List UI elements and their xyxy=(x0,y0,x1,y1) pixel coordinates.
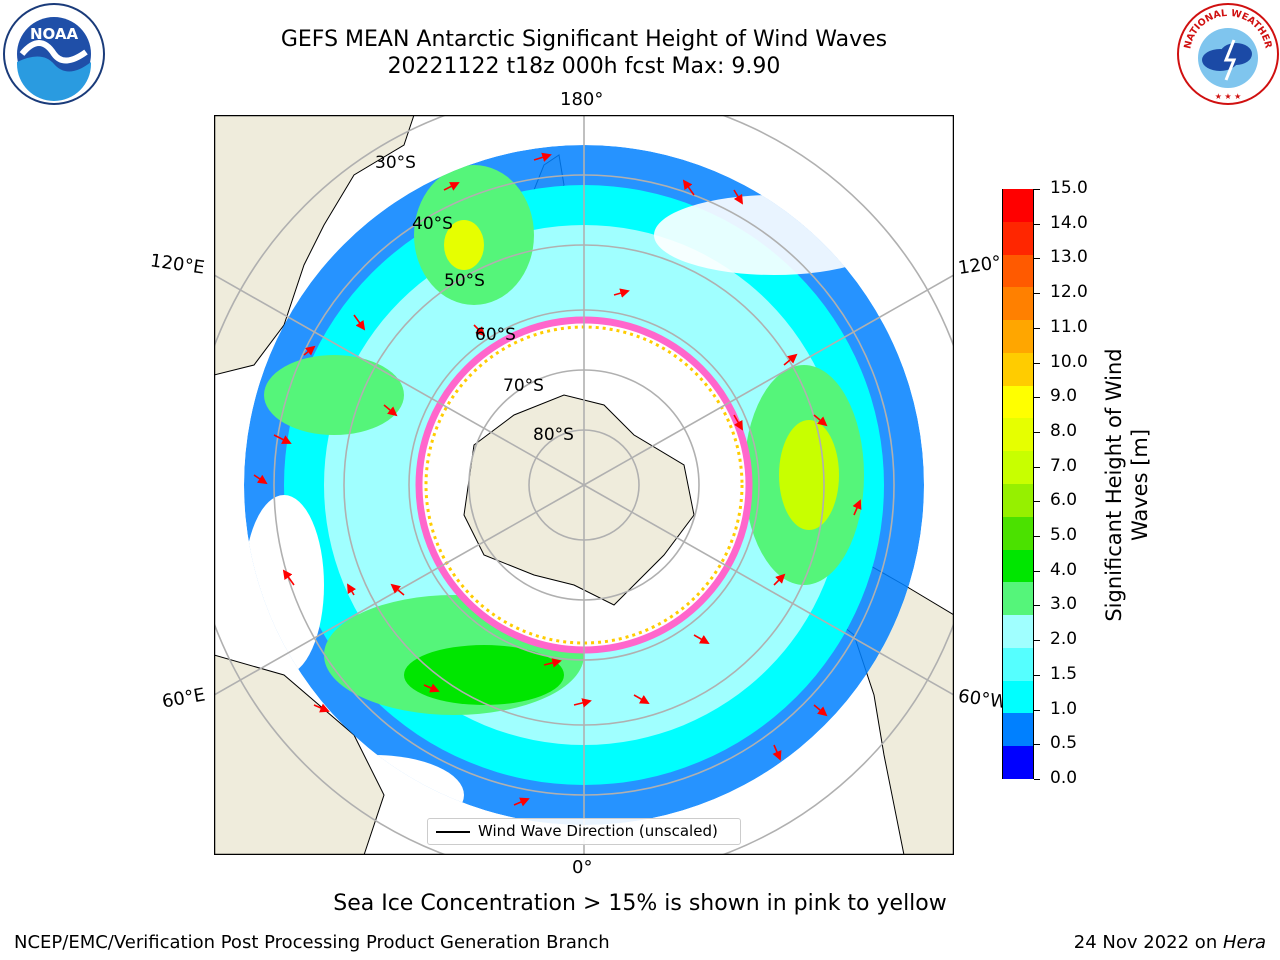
colorbar-segment xyxy=(1003,451,1033,485)
map-frame xyxy=(214,115,954,855)
lat-label-60s: 60°S xyxy=(475,325,516,345)
colorbar-tick-label: 10.0 xyxy=(1050,351,1088,372)
colorbar-segment xyxy=(1003,516,1033,551)
date-stamp: 24 Nov 2022 on Hera xyxy=(1073,932,1266,953)
credit-text: NCEP/EMC/Verification Post Processing Pr… xyxy=(14,932,610,953)
colorbar-segment xyxy=(1003,221,1033,256)
lat-label-50s: 50°S xyxy=(444,271,485,291)
colorbar-tick-mark xyxy=(1034,674,1040,676)
colorbar-segment xyxy=(1003,713,1033,747)
colorbar-tick-mark xyxy=(1034,744,1040,746)
colorbar-tick-mark xyxy=(1034,293,1040,295)
lon-label-180: 180° xyxy=(560,89,604,110)
sea-ice-note: Sea Ice Concentration > 15% is shown in … xyxy=(333,891,947,916)
colorbar-tick-mark xyxy=(1034,640,1040,642)
colorbar xyxy=(1002,189,1034,780)
map-subtitle: 20221122 t18z 000h fcst Max: 9.90 xyxy=(387,54,781,79)
legend-line-swatch xyxy=(436,831,470,833)
legend-label: Wind Wave Direction (unscaled) xyxy=(478,822,718,840)
noaa-logo: NOAA xyxy=(3,3,105,105)
colorbar-segment xyxy=(1003,352,1033,387)
lon-label-60e: 60°E xyxy=(160,684,207,713)
lat-label-80s: 80°S xyxy=(533,425,574,445)
colorbar-tick-mark xyxy=(1034,223,1040,225)
colorbar-segment xyxy=(1003,582,1033,616)
colorbar-tick-label: 8.0 xyxy=(1050,420,1078,441)
map-title: GEFS MEAN Antarctic Significant Height o… xyxy=(280,27,888,52)
antarctica xyxy=(463,394,695,606)
colorbar-tick-label: 13.0 xyxy=(1050,247,1088,268)
colorbar-tick-mark xyxy=(1034,570,1040,572)
colorbar-tick-label: 4.0 xyxy=(1050,559,1078,580)
nws-logo: NATIONAL WEATHER SERVICE ★ ★ ★ xyxy=(1176,2,1279,105)
colorbar-tick-label: 1.0 xyxy=(1050,698,1078,719)
colorbar-tick-mark xyxy=(1034,779,1040,780)
lon-label-0: 0° xyxy=(572,857,593,878)
colorbar-segment xyxy=(1003,287,1033,321)
colorbar-tick-mark xyxy=(1034,709,1040,711)
colorbar-segment xyxy=(1003,189,1033,223)
colorbar-tick-label: 0.5 xyxy=(1050,733,1078,754)
graticule xyxy=(214,115,954,855)
colorbar-segment xyxy=(1003,680,1033,714)
colorbar-segment xyxy=(1003,549,1033,583)
lat-label-30s: 30°S xyxy=(375,153,416,173)
colorbar-tick-label: 6.0 xyxy=(1050,490,1078,511)
colorbar-segment xyxy=(1003,254,1033,288)
svg-text:★ ★ ★: ★ ★ ★ xyxy=(1215,92,1242,101)
map-legend: Wind Wave Direction (unscaled) xyxy=(427,818,741,845)
colorbar-tick-label: 14.0 xyxy=(1050,212,1088,233)
colorbar-tick-label: 1.5 xyxy=(1050,663,1078,684)
colorbar-tick-mark xyxy=(1034,501,1040,503)
wave-direction-arrows xyxy=(253,152,862,807)
colorbar-tick-label: 3.0 xyxy=(1050,594,1078,615)
lat-label-40s: 40°S xyxy=(412,214,453,234)
colorbar-tick-label: 11.0 xyxy=(1050,316,1088,337)
lon-label-120w: 120° xyxy=(956,252,1003,279)
colorbar-tick-label: 15.0 xyxy=(1050,178,1088,198)
colorbar-segment xyxy=(1003,746,1033,780)
colorbar-tick-label: 12.0 xyxy=(1050,282,1088,303)
colorbar-tick-mark xyxy=(1034,258,1040,260)
svg-text:NOAA: NOAA xyxy=(30,25,79,43)
colorbar-tick-mark xyxy=(1034,536,1040,538)
colorbar-tick-mark xyxy=(1034,327,1040,329)
colorbar-tick-mark xyxy=(1034,362,1040,364)
colorbar-tick-mark xyxy=(1034,397,1040,399)
colorbar-tick-mark xyxy=(1034,605,1040,607)
colorbar-tick-label: 9.0 xyxy=(1050,386,1078,407)
colorbar-segment xyxy=(1003,615,1033,649)
colorbar-tick-label: 7.0 xyxy=(1050,455,1078,476)
colorbar-tick-label: 0.0 xyxy=(1050,768,1078,788)
colorbar-segment xyxy=(1003,418,1033,452)
colorbar-segment xyxy=(1003,647,1033,682)
colorbar-segment xyxy=(1003,320,1033,354)
colorbar-segment xyxy=(1003,484,1033,518)
lat-label-70s: 70°S xyxy=(503,376,544,396)
colorbar-tick-label: 2.0 xyxy=(1050,629,1078,650)
colorbar-segment xyxy=(1003,385,1033,419)
colorbar-tick-label: 5.0 xyxy=(1050,525,1078,546)
colorbar-tick-mark xyxy=(1034,466,1040,468)
colorbar-tick-mark xyxy=(1034,431,1040,433)
colorbar-tick-mark xyxy=(1034,189,1040,190)
polar-map xyxy=(214,115,954,855)
lon-label-120e: 120°E xyxy=(148,250,206,279)
